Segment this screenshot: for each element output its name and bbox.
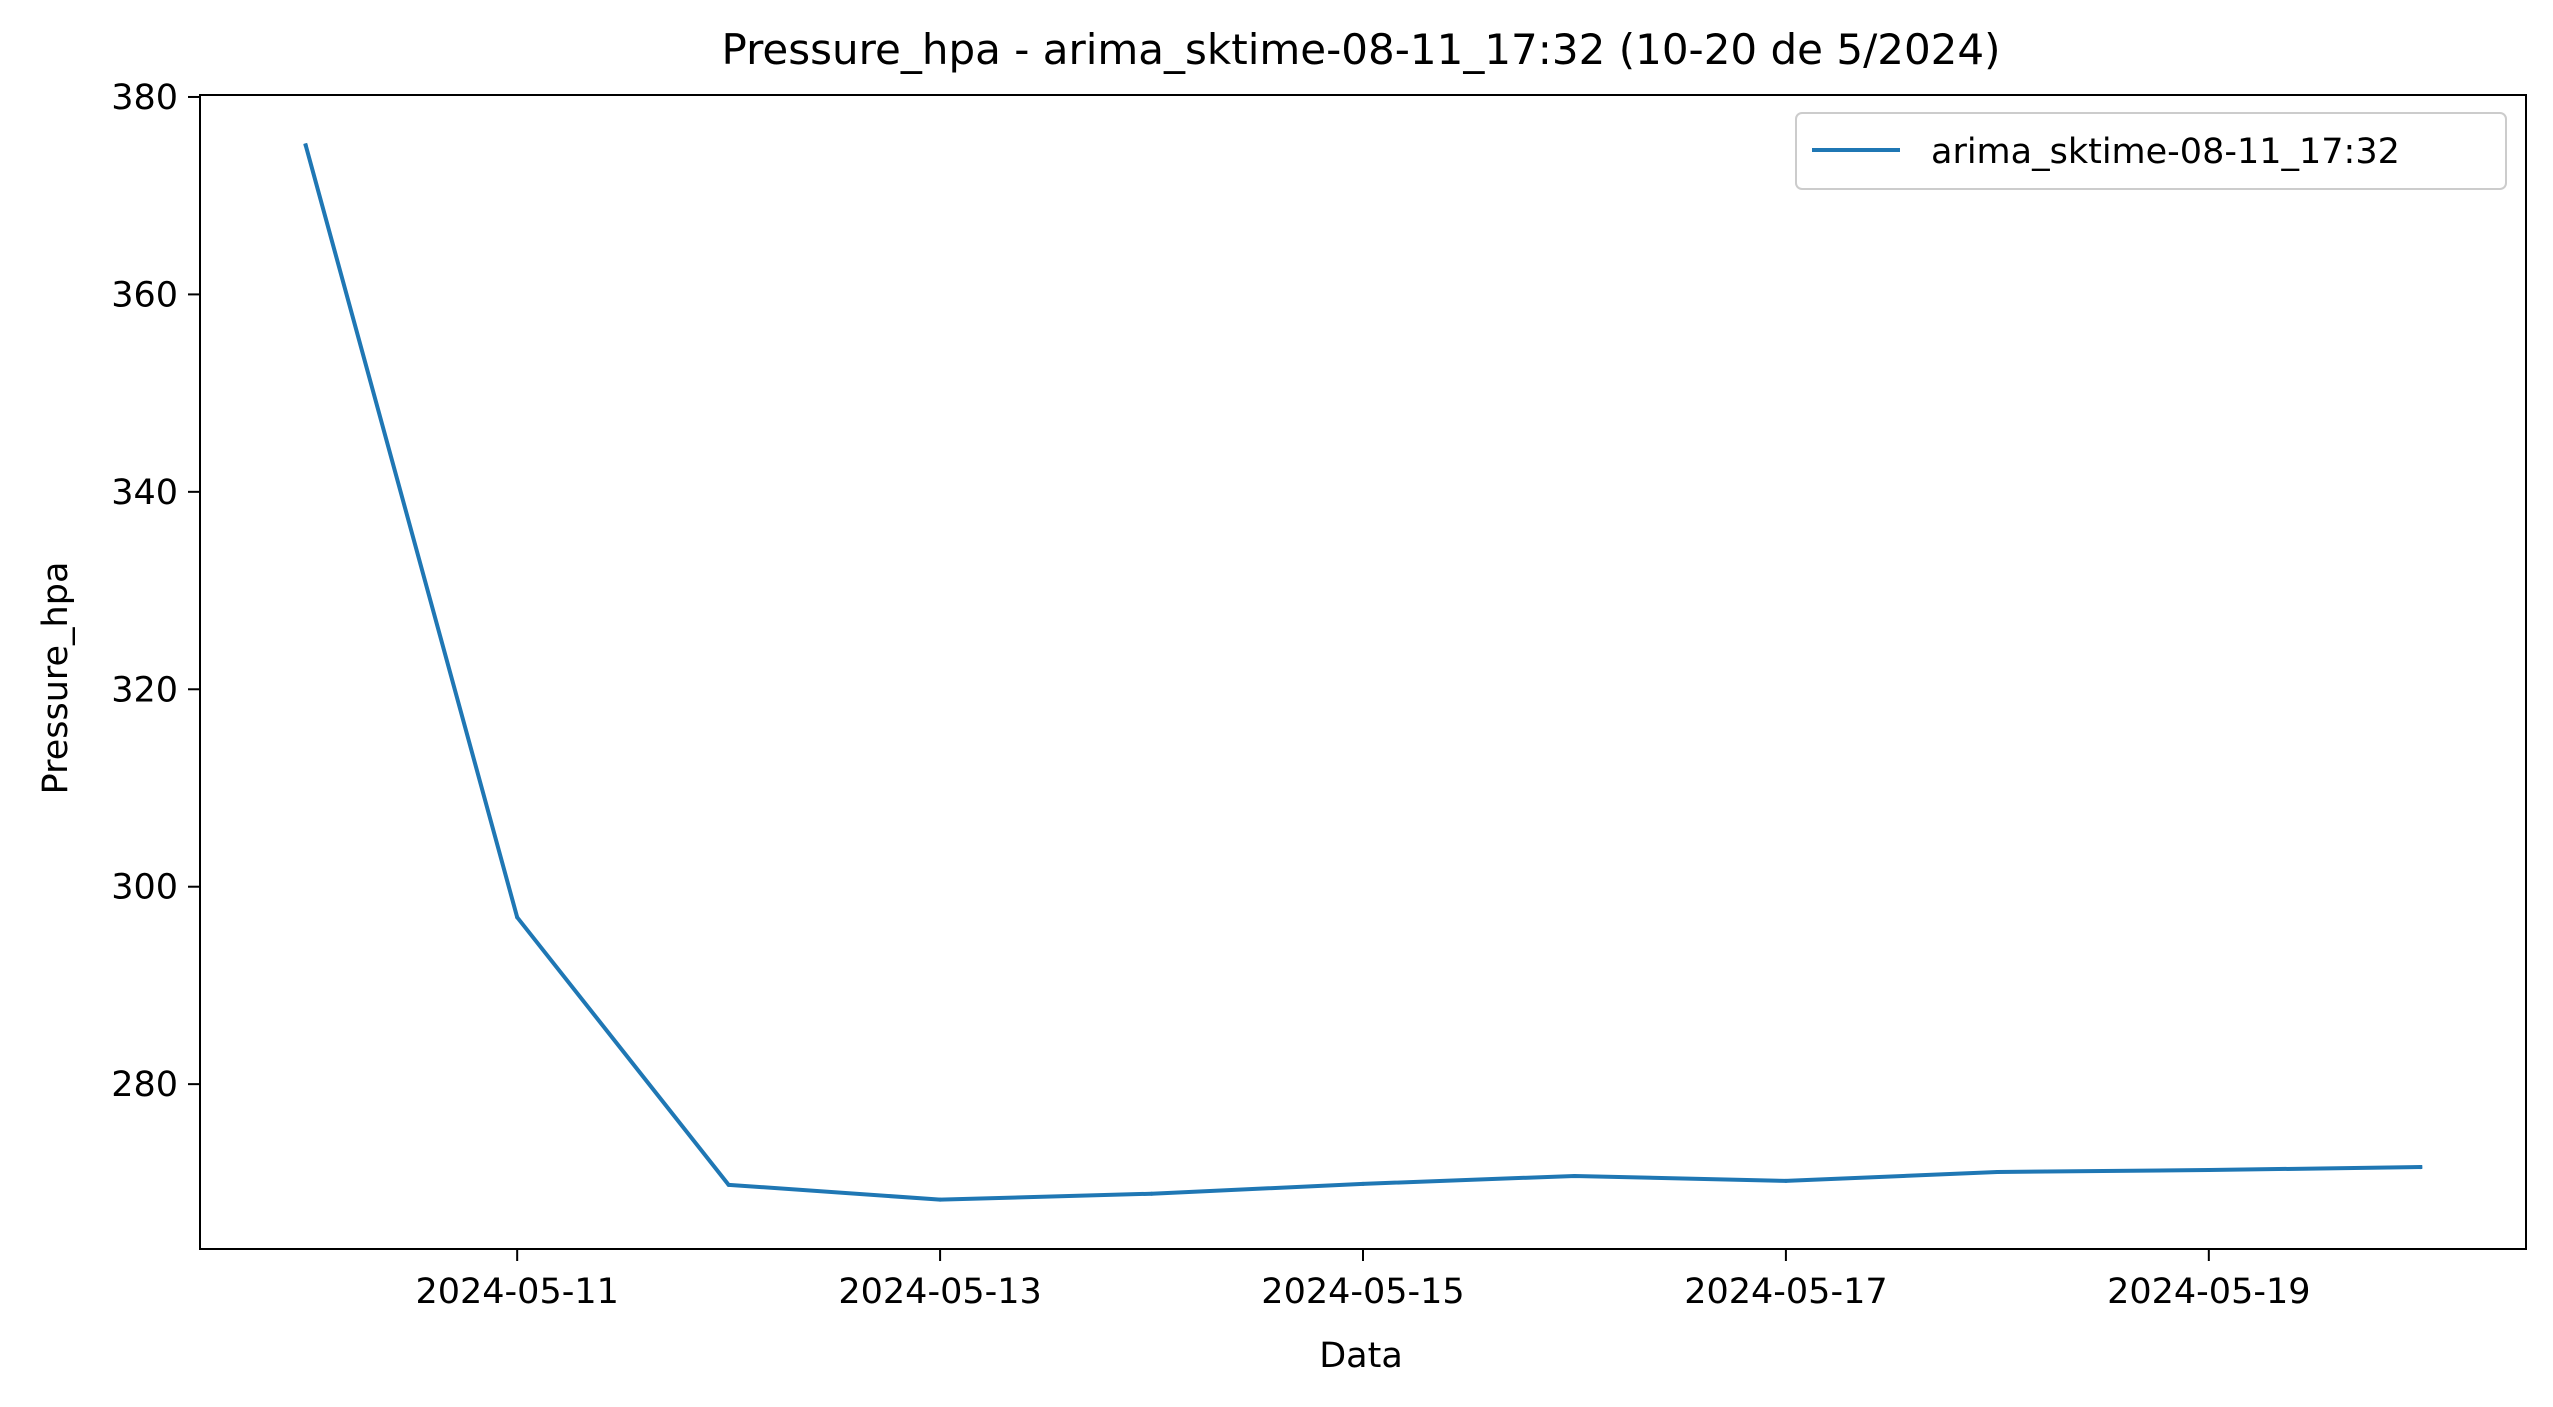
data-point: [2418, 1165, 2423, 1170]
y-tick-label: 340: [111, 473, 178, 513]
data-point: [938, 1197, 943, 1202]
legend-label: arima_sktime-08-11_17:32: [1931, 132, 2400, 172]
x-tick-label: 2024-05-17: [1684, 1272, 1887, 1312]
plot-frame: [199, 94, 2527, 1250]
data-point: [2206, 1168, 2211, 1173]
series-layer: [303, 142, 2423, 1202]
legend: arima_sktime-08-11_17:32: [1795, 112, 2507, 190]
y-axis-ticks: 280 300 320 340 360 380: [111, 78, 200, 1105]
x-tick-label: 2024-05-13: [838, 1272, 1041, 1312]
x-tick-label: 2024-05-11: [415, 1272, 618, 1312]
x-axis-label: Data: [1319, 1336, 1403, 1376]
y-axis-label: Pressure_hpa: [36, 562, 76, 795]
y-tick-label: 320: [111, 670, 178, 710]
series-line: [303, 142, 2423, 1202]
plot-area: [199, 94, 2527, 1250]
y-tick-label: 280: [111, 1065, 178, 1105]
x-tick-label: 2024-05-19: [2107, 1272, 2310, 1312]
data-point: [303, 143, 308, 148]
data-point: [726, 1182, 731, 1187]
data-point: [1783, 1178, 1788, 1183]
y-tick-label: 380: [111, 78, 178, 118]
data-point: [1361, 1181, 1365, 1186]
chart-title: Pressure_hpa - arima_sktime-08-11_17:32 …: [722, 25, 2001, 74]
data-point: [1995, 1170, 2000, 1174]
x-tick-label: 2024-05-15: [1261, 1272, 1464, 1312]
y-tick-label: 360: [111, 275, 178, 315]
data-point: [1572, 1173, 1577, 1178]
x-axis-ticks: 2024-05-11 2024-05-13 2024-05-15 2024-05-17…: [415, 1249, 2311, 1312]
y-tick-label: 300: [111, 868, 178, 908]
legend-box: [1795, 112, 2507, 190]
data-point: [515, 915, 520, 920]
data-point: [1149, 1191, 1154, 1196]
